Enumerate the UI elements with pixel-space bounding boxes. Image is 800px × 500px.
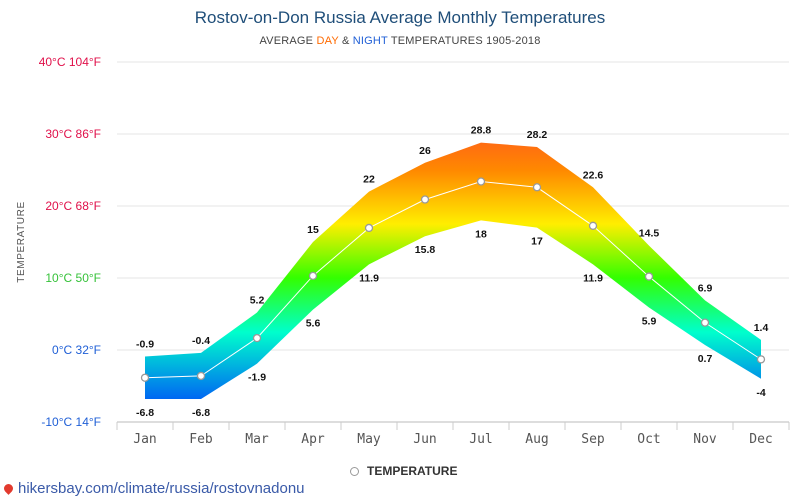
day-night-band [145, 142, 761, 399]
y-tick-label: 40°C 104°F [39, 55, 101, 69]
average-point [308, 271, 318, 280]
subtitle-night: NIGHT [352, 35, 388, 47]
average-point [252, 333, 262, 343]
subtitle-prefix: AVERAGE [259, 35, 317, 47]
day-value-label: 22.6 [583, 169, 604, 181]
x-tick-label: Jun [413, 432, 436, 447]
chart-subtitle: AVERAGE DAY & NIGHT TEMPERATURES 1905-20… [0, 35, 800, 47]
night-value-label: 11.9 [583, 272, 603, 284]
night-value-label: 17 [531, 236, 543, 248]
legend-label: TEMPERATURE [367, 464, 458, 478]
day-value-label: 14.5 [639, 228, 660, 240]
day-value-label: -0.9 [136, 338, 154, 350]
night-value-label: 15.8 [415, 244, 436, 256]
night-value-label: 5.9 [642, 316, 657, 328]
day-value-label: 6.9 [698, 282, 713, 294]
average-point [700, 318, 710, 327]
day-value-label: 15 [307, 224, 319, 236]
average-temperature-line [144, 181, 762, 379]
legend-circle-icon [350, 466, 359, 476]
y-tick-label: 10°C 50°F [45, 271, 101, 285]
x-tick-label: Mar [245, 432, 269, 447]
data-labels: -0.9 -0.4 5.2 15 22 26 28.8 28.2 22.6 14.5 6.9 1.4 -… [136, 125, 768, 419]
chart-title: Rostov-on-Don Russia Average Monthly Tem… [194, 8, 606, 27]
average-point [756, 355, 766, 364]
subtitle-day: DAY [316, 35, 339, 47]
night-value-label: 18 [475, 228, 487, 240]
x-axis-ticks: Jan Feb Mar Apr May Jun Jul Aug Sep Oct Nov Dec [133, 432, 772, 447]
y-axis-label: TEMPERATURE [16, 201, 27, 282]
x-tick-label: Feb [189, 432, 213, 447]
day-value-label: 26 [419, 145, 431, 157]
day-value-label: -0.4 [192, 335, 210, 347]
footer-source-link[interactable]: hikersbay.com/climate/russia/rostovnadon… [2, 480, 305, 497]
average-point [196, 371, 206, 381]
y-axis-ticks: 40°C 104°F 30°C 86°F 20°C 68°F 10°C 50°F 0°C… [39, 55, 101, 429]
average-line [140, 177, 766, 382]
average-point [140, 373, 150, 382]
night-value-label: -4 [756, 387, 765, 399]
average-point [644, 272, 654, 281]
x-tick-label: May [357, 432, 381, 447]
x-tick-label: Nov [693, 432, 717, 447]
location-pin-icon [2, 482, 15, 495]
x-tick-label: Aug [525, 432, 548, 447]
y-tick-label: 20°C 68°F [45, 199, 101, 213]
average-point [364, 223, 374, 233]
day-value-label: 28.8 [471, 125, 492, 137]
y-tick-label: 30°C 86°F [45, 127, 101, 141]
average-point [588, 221, 598, 230]
chart-legend[interactable]: TEMPERATURE [350, 464, 457, 478]
night-value-label: -6.8 [136, 407, 154, 419]
x-tick-label: Oct [637, 432, 660, 447]
night-value-label: 5.6 [306, 318, 321, 330]
y-tick-label: 0°C 32°F [52, 343, 101, 357]
temperature-band [145, 142, 761, 399]
average-point [476, 177, 486, 186]
night-value-label: 0.7 [698, 353, 713, 365]
x-tick-label: Dec [749, 432, 772, 447]
subtitle-suffix: TEMPERATURES 1905-2018 [387, 35, 541, 47]
average-point [532, 183, 542, 192]
night-value-label: -6.8 [192, 407, 210, 419]
footer-url: hikersbay.com/climate/russia/rostovnadon… [18, 480, 305, 497]
day-value-label: 1.4 [754, 322, 769, 334]
subtitle-amp: & [338, 35, 353, 47]
y-tick-label: -10°C 14°F [41, 415, 101, 429]
x-tick-label: Jul [469, 432, 492, 447]
night-value-label: 11.9 [359, 272, 379, 284]
day-value-label: 5.2 [250, 295, 265, 307]
night-value-label: -1.9 [248, 372, 266, 384]
day-value-label: 28.2 [527, 129, 548, 141]
average-point [420, 195, 430, 204]
x-tick-label: Apr [301, 432, 325, 447]
x-tick-label: Sep [581, 432, 605, 447]
day-value-label: 22 [363, 174, 375, 186]
x-tick-label: Jan [133, 432, 156, 447]
